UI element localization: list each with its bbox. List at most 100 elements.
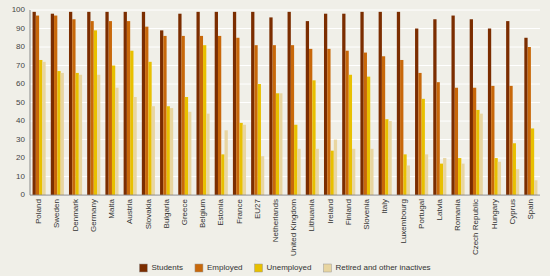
bar [254, 45, 257, 195]
x-tick-label: Latvia [435, 199, 444, 221]
bar [90, 21, 93, 195]
bar [528, 47, 531, 195]
bar [127, 21, 130, 195]
chart: 0102030405060708090100PolandSwedenDenmar… [0, 0, 550, 276]
bar [488, 29, 491, 196]
legend-label: Retired and other inactives [335, 263, 430, 272]
y-tick-label: 70 [16, 61, 25, 70]
bar [188, 112, 191, 195]
bar [218, 36, 221, 195]
bar [331, 151, 334, 195]
bar [506, 21, 509, 195]
bar [258, 84, 261, 195]
bar [142, 12, 145, 195]
bar [233, 12, 236, 195]
x-axis-line [30, 195, 540, 196]
bar [433, 19, 436, 195]
bar [51, 14, 54, 195]
bar [491, 86, 494, 195]
bar [72, 19, 75, 195]
bar [261, 156, 264, 195]
bar [498, 162, 501, 195]
bar [206, 114, 209, 195]
bar [509, 86, 512, 195]
bar [324, 14, 327, 195]
bar [437, 82, 440, 195]
y-tick-label: 90 [16, 24, 25, 33]
y-tick-label: 10 [16, 172, 25, 181]
bar [407, 165, 410, 195]
bar [297, 149, 300, 195]
x-tick-label: Belgium [198, 199, 207, 228]
bar [203, 45, 206, 195]
plot-area [30, 10, 540, 195]
x-tick-label: Luxembourg [399, 199, 408, 243]
legend: StudentsEmployedUnemployedRetired and ot… [139, 263, 430, 272]
bar [451, 16, 454, 196]
bar [422, 99, 425, 195]
legend-label: Students [151, 263, 183, 272]
x-tick-label: EU27 [253, 199, 262, 220]
bar [167, 106, 170, 195]
bar [109, 21, 112, 195]
bar [352, 149, 355, 195]
bar [379, 12, 382, 195]
bar [494, 158, 497, 195]
bar [342, 14, 345, 195]
y-tick-label: 20 [16, 153, 25, 162]
y-tick-label: 30 [16, 135, 25, 144]
bar [152, 106, 155, 195]
bar [33, 12, 36, 195]
y-tick-label: 60 [16, 79, 25, 88]
bar [124, 12, 127, 195]
bar [306, 21, 309, 195]
bar [115, 88, 118, 195]
legend-swatch [323, 264, 331, 272]
bar [239, 123, 242, 195]
bar [388, 121, 391, 195]
bars [33, 12, 538, 195]
y-tick-label: 0 [21, 190, 26, 199]
y-axis-line [30, 10, 31, 195]
bar [273, 45, 276, 195]
y-axis: 0102030405060708090100 [12, 5, 540, 199]
grid-line [30, 10, 540, 11]
bar [185, 97, 188, 195]
bar [200, 36, 203, 195]
x-tick-label: Sweden [52, 199, 61, 228]
x-tick-label: Poland [34, 199, 43, 224]
bar [415, 29, 418, 196]
x-axis: PolandSwedenDenmarkGermanyMaltaAustriaSl… [34, 198, 535, 256]
bar [397, 12, 400, 195]
y-tick-label: 100 [12, 5, 26, 14]
x-tick-label: Denmark [71, 198, 80, 231]
bar [312, 80, 315, 195]
bar [130, 51, 133, 195]
bar [316, 149, 319, 195]
bar [79, 75, 82, 195]
bar [382, 56, 385, 195]
bar [54, 16, 57, 196]
bar [327, 49, 330, 195]
x-tick-label: Portugal [417, 199, 426, 229]
bar [160, 30, 163, 195]
bar [370, 149, 373, 195]
bar [345, 51, 348, 195]
bar [385, 119, 388, 195]
bar [215, 12, 218, 195]
bar [400, 60, 403, 195]
bar [349, 75, 352, 195]
x-tick-label: Estonia [216, 199, 225, 226]
legend-swatch [195, 264, 203, 272]
x-tick-label: Lithuania [307, 199, 316, 232]
bar [112, 66, 115, 196]
x-tick-label: Romania [453, 199, 462, 232]
bar [367, 77, 370, 195]
bar [94, 30, 97, 195]
bar [458, 158, 461, 195]
bar [76, 73, 79, 195]
legend-swatch [139, 264, 147, 272]
bar [269, 17, 272, 195]
x-tick-label: Austria [125, 199, 134, 224]
x-tick-label: Hungary [490, 199, 499, 229]
